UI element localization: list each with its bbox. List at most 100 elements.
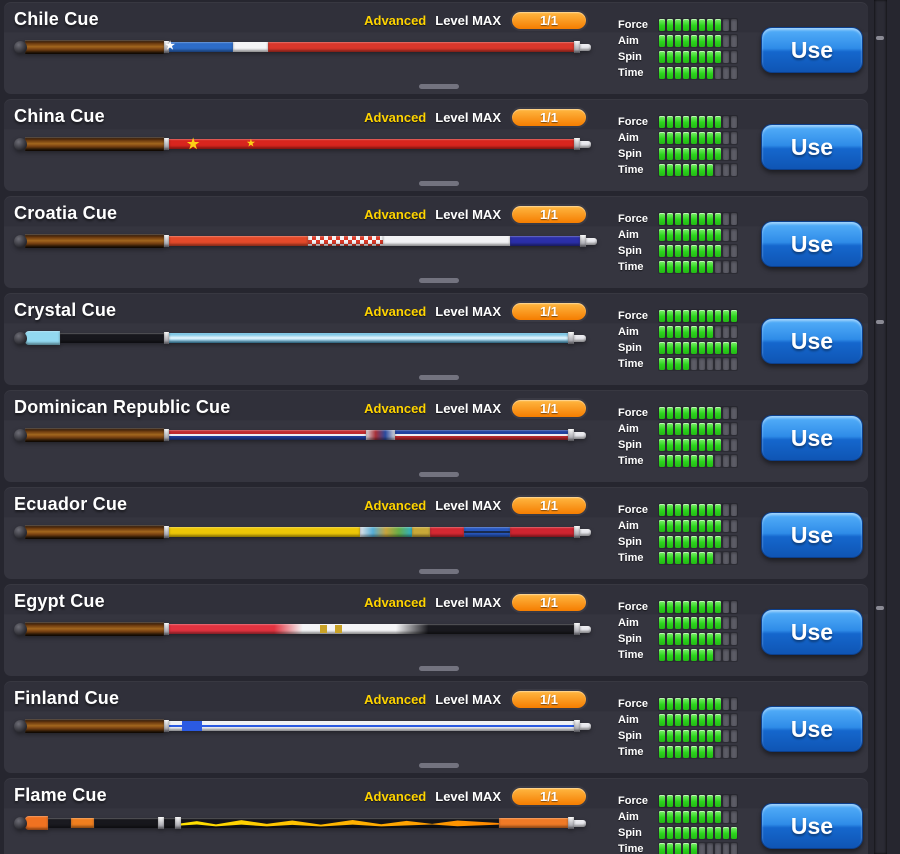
stat-row-time: Time [618, 550, 748, 565]
cue-shaft-segment [169, 624, 575, 634]
stat-cell-empty [715, 551, 721, 564]
cue-card: China Cue Advanced Level MAX 1/1 ★ ★ Forc… [4, 99, 868, 191]
stat-cell-empty [723, 697, 729, 710]
stat-cell-filled [683, 454, 689, 467]
cue-meta: Advanced Level MAX 1/1 [364, 785, 588, 807]
use-button[interactable]: Use [761, 124, 863, 170]
scrollbar-thumb[interactable] [876, 320, 884, 324]
stat-cell-empty [731, 519, 737, 532]
cue-name: Dominican Republic Cue [14, 397, 231, 417]
cue-tip [579, 140, 592, 148]
stat-cell-filled [707, 309, 713, 322]
stat-row-force: Force [618, 211, 748, 226]
stat-cell-filled [667, 616, 673, 629]
stat-cell-filled [691, 163, 697, 176]
cue-tip [585, 237, 598, 245]
scrollbar-thumb[interactable] [876, 606, 884, 610]
stat-bars [658, 421, 738, 436]
stat-cell-empty [691, 357, 697, 370]
stat-cell-filled [691, 18, 697, 31]
stat-cell-filled [683, 66, 689, 79]
stat-label: Spin [618, 50, 642, 63]
stat-bars [658, 324, 738, 339]
stat-cell-filled [691, 535, 697, 548]
stat-cell-filled [667, 503, 673, 516]
use-button[interactable]: Use [761, 27, 863, 73]
stat-label: Time [618, 454, 644, 467]
stat-cell-filled [707, 406, 713, 419]
cue-ring [568, 429, 575, 441]
cue-tip [574, 334, 586, 342]
flame-pattern-icon [180, 819, 499, 827]
stat-bars [658, 33, 738, 48]
stat-cell-filled [715, 115, 721, 128]
stat-cell-filled [699, 422, 705, 435]
cue-image: ★ ★ [14, 136, 592, 152]
stat-cell-empty [723, 794, 729, 807]
stat-cell-filled [723, 341, 729, 354]
use-button[interactable]: Use [761, 609, 863, 655]
use-button[interactable]: Use [761, 803, 863, 849]
stat-cell-filled [707, 50, 713, 63]
stat-label: Time [618, 260, 644, 273]
stat-bars [658, 146, 738, 161]
stat-label: Force [618, 212, 648, 225]
stat-cell-empty [723, 406, 729, 419]
stat-bars [658, 534, 738, 549]
stat-cell-empty [731, 163, 737, 176]
stat-cell-filled [667, 325, 673, 338]
scrollbar-thumb[interactable] [876, 36, 884, 40]
tier-label: Advanced [364, 109, 427, 125]
use-button[interactable]: Use [761, 318, 863, 364]
use-button[interactable]: Use [761, 221, 863, 267]
stat-row-aim: Aim [618, 809, 748, 824]
stat-cell-empty [731, 745, 737, 758]
stat-cell-filled [707, 794, 713, 807]
stat-cell-empty [731, 34, 737, 47]
cue-card: Croatia Cue Advanced Level MAX 1/1 Force… [4, 196, 868, 288]
stat-cell-filled [683, 131, 689, 144]
row-drag-handle [419, 181, 459, 186]
stat-cell-filled [667, 260, 673, 273]
level-max-label: Level MAX [435, 12, 501, 28]
stat-cell-filled [675, 438, 681, 451]
stat-cell-filled [699, 729, 705, 742]
cue-tip [574, 431, 586, 439]
stat-cell-filled [699, 519, 705, 532]
use-button[interactable]: Use [761, 706, 863, 752]
use-button[interactable]: Use [761, 512, 863, 558]
stat-cell-filled [683, 826, 689, 839]
stat-cell-empty [723, 50, 729, 63]
stat-cell-filled [667, 18, 673, 31]
cue-card: Crystal Cue Advanced Level MAX 1/1 Force… [4, 293, 868, 385]
cue-stick [14, 524, 592, 540]
stat-row-spin: Spin [618, 728, 748, 743]
stat-cell-filled [667, 729, 673, 742]
stat-cell-filled [683, 632, 689, 645]
stat-row-force: Force [618, 599, 748, 614]
stat-cell-filled [659, 794, 665, 807]
stat-cell-filled [715, 519, 721, 532]
level-max-label: Level MAX [435, 594, 501, 610]
stat-cell-empty [731, 406, 737, 419]
stat-cell-empty [731, 648, 737, 661]
cue-shaft-segment [498, 818, 569, 828]
stat-cell-filled [691, 244, 697, 257]
stat-bars [658, 631, 738, 646]
stat-cell-filled [731, 826, 737, 839]
stat-row-time: Time [618, 259, 748, 274]
stat-cell-filled [699, 794, 705, 807]
count-badge: 1/1 [510, 9, 588, 31]
cue-bumper-icon [14, 816, 27, 830]
stat-cell-empty [723, 729, 729, 742]
use-button[interactable]: Use [761, 415, 863, 461]
stat-cell-filled [659, 34, 665, 47]
stat-cell-filled [675, 341, 681, 354]
stats-panel: Force Aim Spin Time [618, 114, 748, 178]
stat-row-spin: Spin [618, 825, 748, 840]
stat-cell-filled [659, 648, 665, 661]
stat-cell-filled [707, 519, 713, 532]
scrollbar-track[interactable] [874, 0, 887, 854]
cue-stick [14, 621, 592, 637]
stat-bars [658, 809, 738, 824]
